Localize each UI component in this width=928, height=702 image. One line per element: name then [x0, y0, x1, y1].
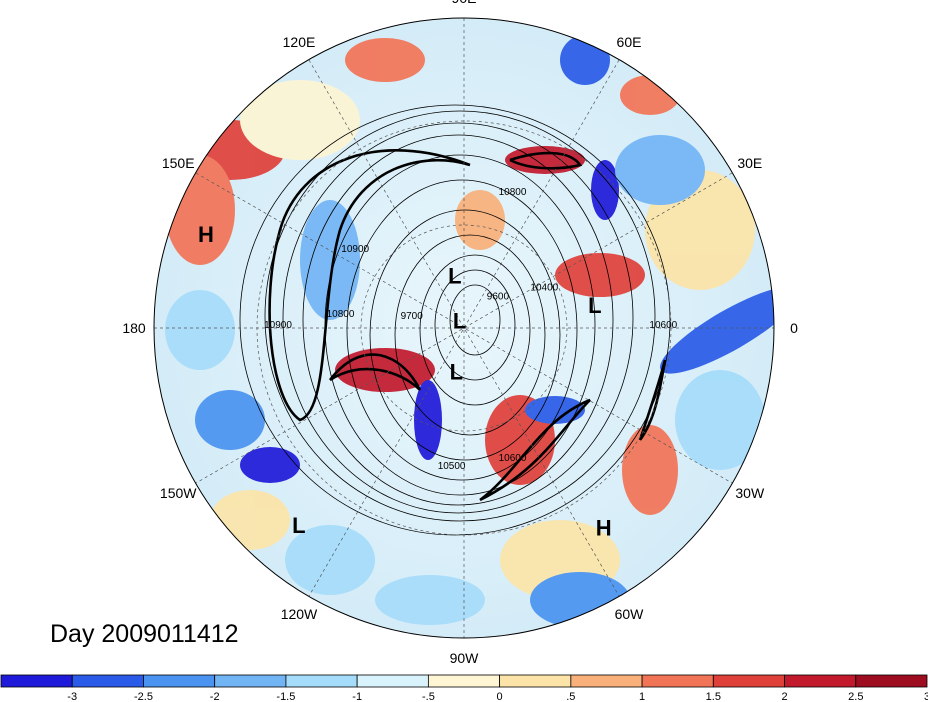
colorbar-box: [570, 674, 643, 688]
longitude-label: 60W: [615, 606, 645, 622]
colorbar-box: [712, 674, 785, 688]
contour-label: 10900: [341, 244, 369, 255]
anomaly-shading: [165, 35, 774, 628]
longitude-label: 90E: [452, 0, 477, 6]
colorbar-tick-label: 1.5: [706, 691, 721, 702]
colorbar-box: [214, 674, 287, 688]
colorbar-box: [356, 674, 429, 688]
colorbar-tick-label: 3: [924, 691, 928, 702]
contour-label: 10800: [327, 309, 355, 320]
longitude-label: 120W: [281, 606, 318, 622]
jet-contours: [268, 149, 667, 502]
colorbar-tick-label: -3: [67, 691, 77, 702]
low-pressure-marker: L: [292, 513, 305, 538]
colorbar-tick-label: .5: [566, 691, 575, 702]
contour-label: 10900: [264, 320, 292, 331]
colorbar-tick-label: -1.5: [276, 691, 295, 702]
colorbar-tick-label: -2: [210, 691, 220, 702]
colorbar-tick-label: -1: [352, 691, 362, 702]
colorbar: -3 -2.5 -2 -1.5 -1 -.5 0 .5 1 1.5 2 2.5 3: [0, 674, 928, 702]
colorbar-boxes: [0, 674, 928, 688]
colorbar-ticks: -3 -2.5 -2 -1.5 -1 -.5 0 .5 1 1.5 2 2.5 3: [67, 691, 928, 702]
colorbar-tick-label: 0: [497, 691, 503, 702]
colorbar-tick-label: -2.5: [134, 691, 153, 702]
contour-labels: 10800 10900 9700 9600 10800 10900 10500 10600 10…: [264, 187, 678, 472]
longitude-label: 60E: [617, 34, 642, 50]
map-border: [153, 17, 775, 639]
longitude-label: 180: [122, 320, 146, 336]
longitude-label: 0: [790, 320, 798, 336]
colorbar-box: [285, 674, 358, 688]
high-pressure-marker: H: [596, 516, 612, 541]
contour-label: 10600: [499, 453, 527, 464]
low-pressure-marker: L: [588, 293, 601, 318]
longitude-labels: 90E 60E 30E 0 30W 60W 90W 120W 150W 180 150E 120E: [122, 0, 798, 666]
low-pressure-marker: L: [448, 264, 461, 289]
contour-label: 9700: [401, 311, 424, 322]
low-pressure-marker: L: [453, 308, 466, 333]
colorbar-tick-label: 2: [781, 691, 787, 702]
contour-label: 9600: [487, 292, 510, 303]
colorbar-tick-label: 1: [639, 691, 645, 702]
contour-label: 10600: [649, 320, 677, 331]
colorbar-box: [0, 674, 73, 688]
graticule: [154, 18, 774, 638]
map-disc: 10800 10900 9700 9600 10800 10900 10500 10600 10…: [154, 18, 774, 638]
day-label: Day 2009011412: [50, 620, 239, 648]
contour-label: 10800: [499, 187, 527, 198]
colorbar-box: [71, 674, 144, 688]
colorbar-tick-label: 2.5: [848, 691, 863, 702]
longitude-label: 150E: [162, 155, 195, 171]
colorbar-box: [855, 674, 928, 688]
geopotential-contours: [239, 104, 671, 536]
colorbar-box: [784, 674, 857, 688]
longitude-label: 90W: [450, 650, 480, 666]
longitude-label: 150W: [160, 485, 197, 501]
colorbar-box: [641, 674, 714, 688]
colorbar-tick-label: -.5: [422, 691, 435, 702]
longitude-label: 30E: [737, 155, 762, 171]
colorbar-box: [499, 674, 572, 688]
low-pressure-marker: L: [450, 360, 463, 385]
longitude-label: 120E: [283, 34, 316, 50]
longitude-label: 30W: [735, 485, 765, 501]
contour-label: 10400: [530, 283, 558, 294]
colorbar-box: [143, 674, 216, 688]
colorbar-box: [427, 674, 501, 688]
contour-label: 10500: [438, 461, 466, 472]
high-pressure-marker: H: [198, 222, 214, 247]
